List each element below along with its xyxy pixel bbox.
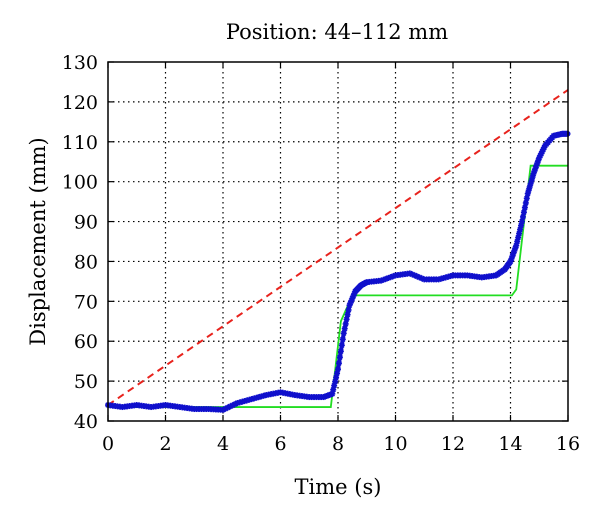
series-2-marker bbox=[523, 195, 530, 202]
series-2-marker bbox=[335, 366, 341, 373]
y-tick-label: 70 bbox=[74, 291, 98, 313]
x-tick-label: 14 bbox=[498, 433, 522, 455]
y-tick-label: 60 bbox=[74, 331, 98, 353]
series-2-marker bbox=[342, 320, 349, 327]
series-2-marker bbox=[338, 342, 345, 349]
x-axis-title: Time (s) bbox=[295, 475, 382, 499]
series-2-marker bbox=[343, 316, 350, 323]
x-tick-label: 12 bbox=[441, 433, 465, 455]
series-2-marker bbox=[341, 325, 348, 332]
series-0-line bbox=[107, 89, 569, 406]
y-tick-label: 120 bbox=[62, 92, 98, 114]
series-2-marker bbox=[340, 330, 347, 337]
series-2-marker bbox=[519, 218, 525, 225]
x-tick-label: 10 bbox=[383, 433, 407, 455]
series-2-marker bbox=[335, 360, 342, 367]
series-2-marker bbox=[416, 274, 423, 281]
y-tick-label: 100 bbox=[62, 172, 98, 194]
ticks: 0 2 4 6 8 10 12 14 16 40 50 60 70 80 90 100 110 120 130 bbox=[62, 52, 580, 455]
series-2-marker bbox=[516, 230, 523, 237]
y-tick-label: 40 bbox=[74, 411, 98, 433]
chart-title: Position: 44–112 mm bbox=[226, 20, 448, 44]
series-2-marker bbox=[339, 336, 346, 343]
x-tick-label: 2 bbox=[159, 433, 171, 455]
y-tick-label: 50 bbox=[74, 371, 98, 393]
series-2-marker bbox=[521, 204, 528, 211]
series-2-marker bbox=[344, 311, 351, 318]
y-tick-label: 90 bbox=[74, 212, 98, 234]
x-tick-label: 0 bbox=[102, 433, 114, 455]
series-2-marker bbox=[336, 354, 343, 361]
x-tick-label: 8 bbox=[332, 433, 344, 455]
x-tick-label: 6 bbox=[274, 433, 286, 455]
series-layer bbox=[105, 89, 571, 413]
series-2-marker bbox=[347, 299, 354, 306]
series-2-marker bbox=[522, 199, 529, 206]
series-2-marker bbox=[345, 306, 352, 313]
y-axis-title: Displacement (mm) bbox=[26, 137, 50, 345]
series-2-marker bbox=[520, 209, 527, 216]
series-2-marker bbox=[330, 386, 337, 393]
x-tick-label: 16 bbox=[556, 433, 580, 455]
y-tick-label: 110 bbox=[62, 132, 98, 154]
series-2-marker bbox=[337, 348, 344, 355]
series-2-marker bbox=[519, 213, 526, 220]
y-tick-label: 130 bbox=[62, 52, 98, 74]
x-tick-label: 4 bbox=[217, 433, 229, 455]
y-tick-label: 80 bbox=[74, 251, 98, 273]
